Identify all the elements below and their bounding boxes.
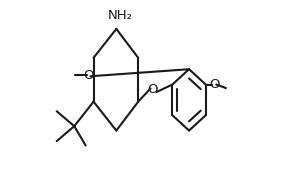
Text: O: O xyxy=(147,83,157,96)
Text: NH₂: NH₂ xyxy=(108,9,133,22)
Text: O: O xyxy=(84,69,94,82)
Text: O: O xyxy=(209,78,219,91)
